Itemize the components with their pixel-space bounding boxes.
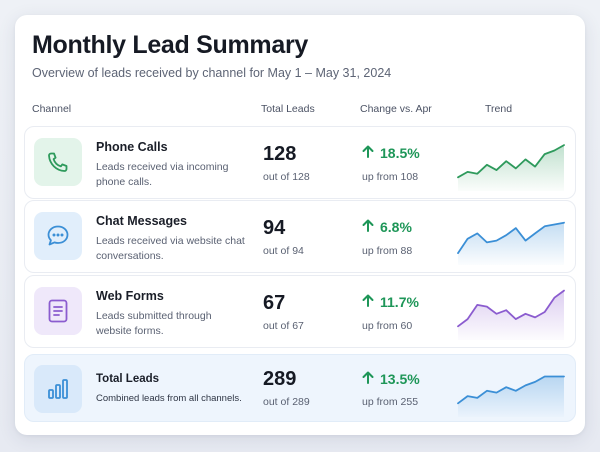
lead-count: 94 [263, 217, 286, 239]
sparkline-line [457, 144, 565, 179]
previous-value: up from 60 [362, 320, 413, 332]
trend-sparkline [457, 289, 565, 340]
phone-icon [34, 138, 82, 186]
channel-description: Leads received via incoming phone calls. [96, 161, 229, 188]
form-icon [34, 287, 82, 335]
channel-row-chat-messages[interactable]: Chat Messages Leads received via website… [24, 200, 576, 273]
change-value: 11.7% [380, 294, 419, 310]
channel-name: Phone Calls [96, 140, 168, 154]
column-header-channel: Channel [32, 103, 72, 115]
channel-name: Chat Messages [96, 214, 188, 228]
channel-description: Combined leads from all channels. [96, 393, 242, 404]
lead-count: 128 [263, 143, 297, 165]
change-percent: 6.8% [362, 219, 412, 235]
change-value: 18.5% [380, 145, 420, 161]
trend-sparkline [457, 221, 565, 265]
column-header-trend: Trend [485, 103, 513, 115]
arrow-up-icon [362, 371, 374, 387]
channel-description: Leads received via website chat conversa… [96, 235, 245, 262]
trend-sparkline [457, 375, 565, 417]
arrow-up-icon [362, 219, 374, 235]
sparkline-area [458, 222, 564, 265]
lead-count-caption: out of 67 [263, 320, 304, 332]
lead-count-caption: out of 128 [263, 171, 310, 183]
total-leads-row[interactable]: Total Leads Combined leads from all chan… [24, 354, 576, 422]
change-percent: 18.5% [362, 145, 420, 161]
page-subtitle: Overview of leads received by channel fo… [32, 66, 392, 80]
sparkline-line [457, 289, 565, 328]
arrow-up-icon [362, 294, 374, 310]
lead-count-caption: out of 94 [263, 245, 304, 257]
column-header-total-leads: Total Leads [261, 103, 315, 115]
channel-name: Web Forms [96, 289, 164, 303]
change-percent: 11.7% [362, 294, 419, 310]
channel-description: Leads submitted through website forms. [96, 310, 212, 337]
chat-bubble-icon [34, 212, 82, 260]
channel-row-web-forms[interactable]: Web Forms Leads submitted through websit… [24, 275, 576, 348]
bar-chart-icon [34, 365, 82, 413]
previous-value: up from 108 [362, 171, 419, 183]
lead-count: 289 [263, 368, 297, 390]
column-header-change: Change vs. Apr [360, 103, 432, 115]
change-percent: 13.5% [362, 371, 420, 387]
sparkline-line [457, 221, 565, 254]
sparkline-line [457, 375, 565, 405]
sparkline-area [458, 145, 564, 191]
sparkline-area [458, 376, 564, 417]
change-value: 6.8% [380, 219, 412, 235]
previous-value: up from 255 [362, 396, 419, 408]
lead-count: 67 [263, 292, 286, 314]
lead-summary-card: Monthly Lead Summary Overview of leads r… [15, 15, 585, 435]
channel-name: Total Leads [96, 373, 160, 385]
page-title: Monthly Lead Summary [32, 31, 308, 59]
lead-count-caption: out of 289 [263, 396, 310, 408]
trend-sparkline [457, 144, 565, 191]
previous-value: up from 88 [362, 245, 413, 257]
arrow-up-icon [362, 145, 374, 161]
change-value: 13.5% [380, 371, 420, 387]
channel-row-phone-calls[interactable]: Phone Calls Leads received via incoming … [24, 126, 576, 199]
